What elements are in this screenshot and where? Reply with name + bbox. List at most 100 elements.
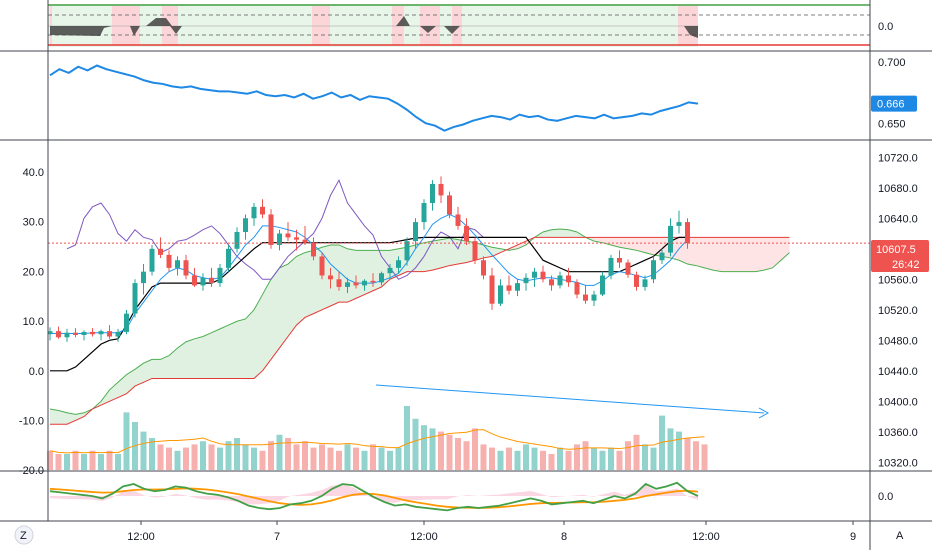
volume-bar [446,434,453,470]
timezone-z-button[interactable]: Z [14,525,34,545]
left-axis-tick: 10.0 [23,316,44,328]
volume-bar [157,444,164,470]
volume-bar [208,444,215,470]
price-tick: 10440.0 [878,366,918,378]
top-pane-histogram [50,16,698,38]
cloud-segment [237,318,246,379]
volume-bar [242,444,249,470]
candle-body [81,331,87,335]
candle-body [642,279,648,287]
candle-body [617,257,622,263]
candle-body [523,277,529,284]
candle-body [285,233,291,238]
candle-body [217,267,223,284]
cloud-segment [560,228,569,238]
candle-body [404,241,410,261]
candle-body [183,260,189,276]
candle-body [200,277,206,286]
top-pane-green-zone [48,4,698,47]
candle-body [56,331,61,338]
volume-bar [302,441,308,470]
cloud-segment [305,250,314,318]
volume-bar [633,434,640,470]
candle-body [413,222,418,242]
candle-body [455,214,461,226]
candle-body [311,242,316,257]
top-red-stripe [50,6,52,45]
volume-bar [531,447,538,470]
candle-body [370,280,376,283]
candle-body [234,232,240,249]
trend-arrow-drawing[interactable] [375,384,770,419]
left-axis-tick: 30.0 [23,217,44,229]
volume-bar [616,450,623,470]
candle-body [676,222,682,226]
cloud-segment [152,359,161,379]
candle-body [447,195,452,215]
candle-body [115,331,121,337]
volume-bar [676,431,682,470]
volume-bar [625,441,631,470]
ratio-pane[interactable] [49,64,699,132]
volume-bar [327,447,334,470]
svg-text:A: A [896,530,904,542]
volume-bar [268,441,274,470]
bottom-oscillator-pane[interactable] [49,481,699,512]
x-tick-label: 7 [274,531,280,543]
cloud-segment [347,248,356,303]
candle-body [464,225,469,242]
volume-bar [336,450,342,470]
candle-body [557,275,563,286]
candle-body [268,214,274,245]
top-oscillator-pane[interactable] [48,4,870,47]
cloud-segment [288,256,297,337]
time-axis[interactable]: 12:00 7 12:00 8 12:00 9 [127,521,856,543]
senkou-span-b-line [50,236,790,425]
cloud-segment [262,279,271,371]
price-tick: 10520.0 [878,305,918,317]
cloud-segment [730,237,739,272]
volume-bar [455,438,461,470]
candle-body [107,331,112,337]
cloud-segment [721,237,730,272]
price-tick: 10680.0 [878,183,918,195]
auto-scale-button[interactable]: A [896,530,904,542]
cloud-segment [186,338,195,379]
candle-body [328,275,333,280]
cloud-segment [339,244,348,303]
cloud-segment [424,241,433,272]
cloud-segment [687,237,696,266]
candle-body [651,260,656,280]
cloud-segment [517,241,526,249]
candle-body [549,279,554,286]
oscillator-line [49,481,699,512]
candle-body [566,275,571,283]
candle-body [668,225,673,253]
candle-body [175,260,180,268]
ratio-tick: 0.700 [878,57,906,69]
top-red-stripe [452,6,462,45]
candle-body [659,252,665,261]
cloud-segment [169,347,178,379]
volume-bar [387,450,393,470]
price-pane[interactable] [47,176,870,470]
cloud-segment [228,321,237,379]
volume-bar [514,450,521,470]
x-tick-label: 12:00 [127,531,155,543]
candle-body [387,267,393,274]
candle-body [124,313,129,332]
candle-body [685,222,690,244]
candle-body [472,241,478,261]
left-axis-tick: -10.0 [19,416,44,428]
price-tick: 10480.0 [878,335,918,347]
cloud-segment [696,237,705,268]
price-tick: 10320.0 [878,457,918,469]
candle-body [141,271,146,284]
cloud-segment [764,237,773,271]
cloud-segment [551,228,560,238]
cloud-segment [279,264,288,348]
left-axis-tick: 20.0 [23,266,44,278]
volume-bar [259,450,266,470]
cloud-segment [636,237,645,253]
